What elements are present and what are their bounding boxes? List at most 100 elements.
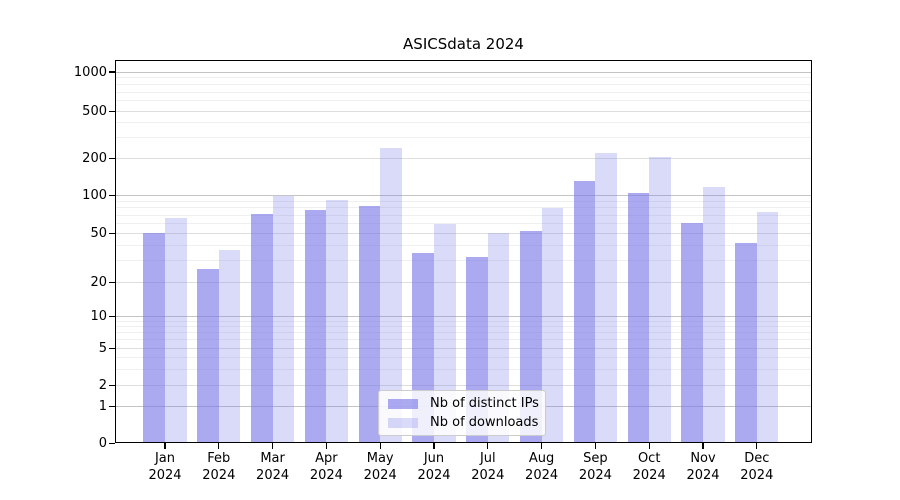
- gridline-40: [115, 244, 812, 246]
- x-tickmark-apr: [325, 443, 327, 450]
- x-tickmark-sep: [594, 443, 596, 450]
- gridline-100: [115, 195, 812, 197]
- x-tickmark-may: [379, 443, 381, 450]
- gridline-60: [115, 222, 812, 224]
- y-tickmark-0: [109, 442, 115, 444]
- x-tick-label-year: 2024: [632, 467, 666, 483]
- x-tick-label-apr-2024: Apr 2024: [296, 451, 356, 484]
- gridline-500: [115, 110, 812, 112]
- x-tick-label-jul-2024: Jul 2024: [458, 451, 518, 484]
- x-tick-label-year: 2024: [256, 467, 290, 483]
- gridline-800: [115, 84, 812, 86]
- x-tickmark-jan: [164, 443, 166, 450]
- x-tick-label-year: 2024: [578, 467, 612, 483]
- bar-distinct-ips-aug: [519, 231, 542, 443]
- legend: Nb of distinct IPs Nb of downloads: [378, 390, 546, 436]
- gridline-400: [115, 122, 812, 124]
- bar-downloads-may: [380, 147, 402, 443]
- bar-downloads-oct: [649, 157, 671, 443]
- x-tick-label-year: 2024: [202, 467, 236, 483]
- gridline-6: [115, 339, 812, 341]
- y-tick-label-2: 2: [98, 378, 107, 394]
- x-tick-label-oct-2024: Oct 2024: [619, 451, 679, 484]
- x-tickmark-oct: [648, 443, 650, 450]
- y-tick-label-10: 10: [90, 309, 107, 324]
- x-tick-label-year: 2024: [148, 467, 182, 483]
- bar-distinct-ips-mar: [250, 213, 273, 443]
- gridline-7: [115, 332, 812, 334]
- x-tickmark-dec: [756, 443, 758, 450]
- gridline-50: [115, 232, 812, 234]
- y-tick-label-200: 200: [82, 151, 107, 167]
- legend-swatch-downloads: [388, 417, 418, 428]
- legend-label-downloads: Nb of downloads: [430, 415, 539, 430]
- y-tickmark-200: [109, 158, 115, 160]
- x-tick-label-jun-2024: Jun 2024: [404, 451, 464, 484]
- bar-distinct-ips-feb: [197, 268, 219, 443]
- y-tickmark-50: [109, 232, 115, 234]
- gridline-10: [115, 316, 812, 317]
- bar-distinct-ips-jan: [143, 233, 165, 443]
- y-tick-label-50: 50: [90, 225, 107, 241]
- y-tick-label-1: 1: [98, 399, 107, 415]
- bar-downloads-dec: [756, 212, 779, 443]
- x-tick-label-year: 2024: [740, 467, 774, 483]
- y-tick-label-1000: 1000: [73, 64, 107, 80]
- gridline-700: [115, 91, 812, 93]
- y-tickmark-1000: [109, 71, 115, 73]
- bar-downloads-jun: [434, 224, 456, 443]
- x-tick-label-sep-2024: Sep 2024: [565, 451, 625, 484]
- x-tickmark-jun: [433, 443, 435, 450]
- y-tick-label-20: 20: [90, 275, 107, 291]
- bar-downloads-apr: [326, 200, 349, 443]
- y-tickmark-5: [109, 347, 115, 349]
- gridline-20: [115, 282, 812, 284]
- y-tick-label-0: 0: [98, 435, 107, 451]
- legend-swatch-distinct-ips: [388, 398, 418, 409]
- x-tick-label-year: 2024: [417, 467, 451, 483]
- bar-downloads-nov: [703, 187, 725, 443]
- y-tick-label-500: 500: [82, 103, 107, 119]
- y-tick-label-5: 5: [98, 340, 107, 356]
- x-tick-label-year: 2024: [363, 467, 397, 483]
- x-tick-label-aug-2024: Aug 2024: [512, 451, 572, 484]
- legend-item-downloads: Nb of downloads: [388, 415, 539, 430]
- bar-distinct-ips-apr: [304, 209, 327, 443]
- gridline-4: [115, 356, 812, 358]
- bar-downloads-sep: [595, 152, 618, 443]
- x-tick-label-mar-2024: Mar 2024: [243, 451, 303, 484]
- y-tickmark-2: [109, 385, 115, 387]
- y-tickmark-100: [109, 195, 115, 197]
- gridline-8: [115, 326, 812, 328]
- x-tick-label-may-2024: May 2024: [350, 451, 410, 484]
- y-tick-label-100: 100: [82, 188, 107, 204]
- gridline-2: [115, 385, 812, 387]
- bar-distinct-ips-dec: [735, 242, 757, 443]
- x-tick-label-year: 2024: [525, 467, 559, 483]
- x-tick-label-feb-2024: Feb 2024: [189, 451, 249, 484]
- y-tickmark-500: [109, 110, 115, 112]
- x-tickmark-mar: [272, 443, 274, 450]
- x-tick-label-dec-2024: Dec 2024: [727, 451, 787, 484]
- bar-downloads-aug: [541, 207, 564, 443]
- x-tick-label-nov-2024: Nov 2024: [673, 451, 733, 484]
- gridline-600: [115, 100, 812, 102]
- gridline-70: [115, 214, 812, 216]
- bar-distinct-ips-nov: [681, 223, 703, 443]
- bar-downloads-jan: [165, 218, 187, 443]
- bar-distinct-ips-sep: [573, 180, 596, 443]
- gridline-80: [115, 207, 812, 209]
- gridline-900: [115, 77, 812, 79]
- bar-downloads-feb: [218, 249, 241, 443]
- gridline-1000: [115, 71, 812, 73]
- gridline-3: [115, 368, 812, 370]
- x-tick-label-jan-2024: Jan 2024: [135, 451, 195, 484]
- gridline-300: [115, 137, 812, 139]
- y-tickmark-20: [109, 282, 115, 284]
- gridline-9: [115, 320, 812, 322]
- x-tickmark-aug: [541, 443, 543, 450]
- gridline-30: [115, 260, 812, 262]
- gridline-90: [115, 200, 812, 202]
- x-tickmark-jul: [487, 443, 489, 450]
